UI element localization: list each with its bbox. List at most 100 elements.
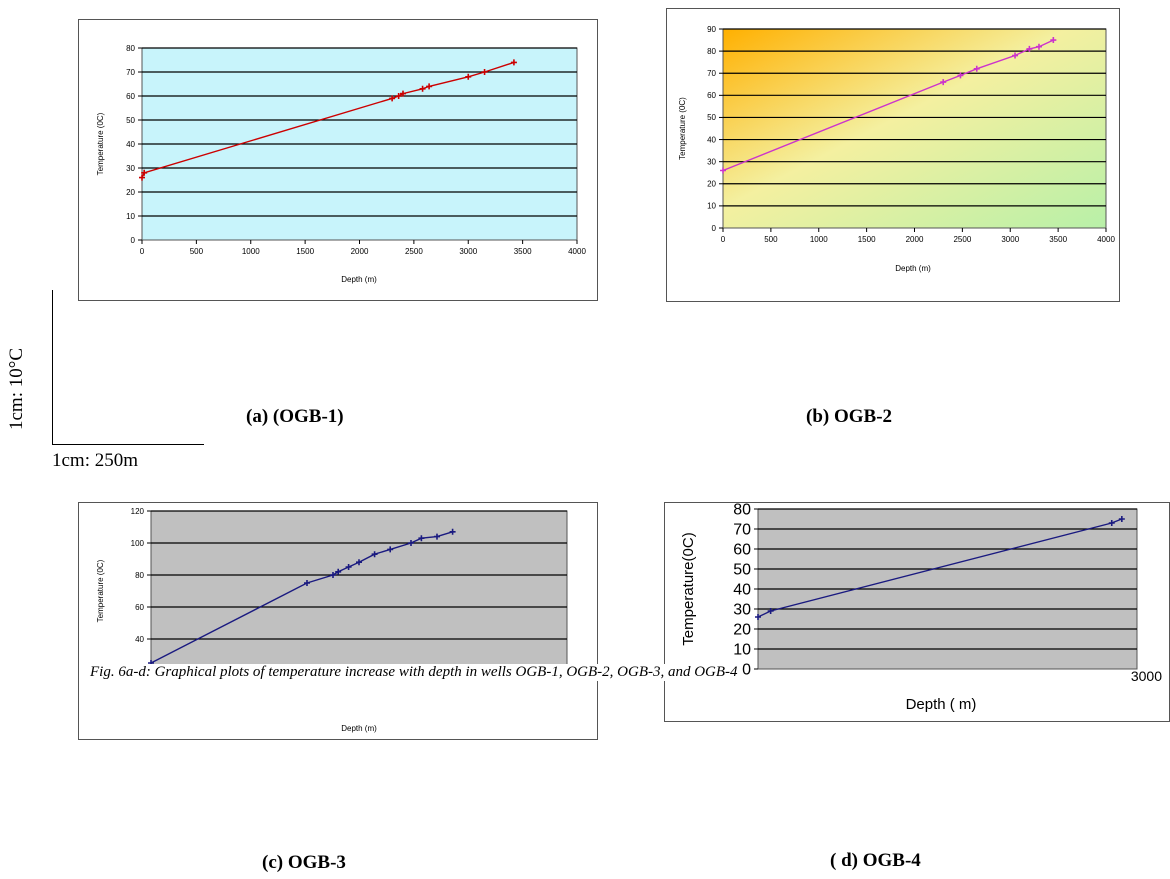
figure-caption: Fig. 6a-d: Graphical plots of temperatur…: [90, 664, 738, 681]
tick-label-y: 80: [135, 571, 144, 580]
data-point: [141, 169, 148, 176]
tick-label-x: 3000: [1131, 668, 1162, 684]
tick-label-x: 3000: [459, 247, 477, 256]
chart-panel-b: 0 10 20 30 40 50 60 70 80 90 0 500 1000 1500 2000 2500 3…: [666, 8, 1120, 302]
tick-label-y: 10: [733, 642, 751, 659]
tick-label-x: 3000: [1001, 235, 1019, 244]
tick-label-y: 70: [707, 69, 716, 78]
chart-panel-c: 20406080100120Depth (m)Temperature (0C): [78, 502, 598, 740]
scale-bar-vertical-label: 1cm: 10°C: [6, 347, 27, 430]
data-point: [400, 90, 406, 97]
caption-d: ( d) OGB-4: [830, 850, 921, 871]
x-axis-label: Depth (m): [895, 264, 931, 273]
data-point: [1012, 52, 1019, 59]
tick-label-y: 90: [707, 25, 716, 34]
data-point: [510, 59, 517, 66]
plot-area: [151, 511, 567, 671]
data-point: [330, 572, 336, 578]
tick-label-x: 2500: [405, 247, 423, 256]
tick-label-y: 10: [126, 212, 135, 221]
tick-label-x: 2500: [953, 235, 971, 244]
tick-label-y: 30: [733, 602, 751, 619]
tick-label-x: 1500: [858, 235, 876, 244]
tick-label-y: 20: [126, 188, 135, 197]
tick-label-x: 4000: [1097, 235, 1115, 244]
tick-label-y: 100: [131, 539, 145, 548]
data-point: [418, 535, 425, 542]
data-point: [395, 93, 402, 99]
x-axis-label: Depth (m): [341, 724, 377, 733]
data-point: [371, 551, 378, 558]
tick-label-y: 60: [135, 603, 144, 612]
tick-label-x: 1000: [242, 247, 260, 256]
tick-label-y: 20: [707, 180, 716, 189]
data-point: [767, 608, 774, 614]
tick-label-y: 60: [707, 91, 716, 100]
tick-label-y: 40: [733, 582, 751, 599]
data-point: [957, 72, 964, 79]
tick-label-y: 40: [707, 135, 716, 144]
data-point: [1026, 45, 1033, 52]
plot-area: [723, 29, 1106, 228]
tick-label-y: 70: [126, 68, 135, 77]
y-axis-label: Temperature (0C): [96, 112, 105, 175]
chart-a: 0 10 20 30 40 50 60 70 80 0 500 1000 1500 2000 2500 300…: [96, 44, 586, 284]
data-point: [481, 69, 488, 75]
y-axis-label: Temperature(0C): [680, 532, 697, 645]
scale-bar-horizontal-line: [52, 444, 204, 445]
tick-label-x: 3500: [1049, 235, 1067, 244]
data-point: [449, 528, 456, 535]
tick-label-x: 2000: [351, 247, 369, 256]
tick-label-x: 1000: [810, 235, 828, 244]
caption-c: (c) OGB-3: [262, 852, 346, 873]
tick-label-x: 2000: [906, 235, 924, 244]
chart-panel-a: 0 10 20 30 40 50 60 70 80 0 500 1000 1500 2000 2500 300…: [78, 19, 598, 301]
tick-label-x: 3500: [514, 247, 532, 256]
tick-label-y: 0: [131, 236, 136, 245]
data-point: [389, 95, 396, 102]
tick-label-y: 20: [733, 622, 751, 639]
tick-label-y: 10: [707, 202, 716, 211]
tick-label-y: 120: [131, 507, 145, 516]
tick-label-y: 60: [733, 542, 751, 559]
tick-label-x: 4000: [568, 247, 586, 256]
data-point: [304, 580, 310, 586]
x-axis-label: Depth (m): [341, 275, 377, 284]
caption-a: (a) (OGB-1): [246, 406, 344, 427]
chart-b: 0 10 20 30 40 50 60 70 80 90 0 500 1000 1500 2000 2500 3…: [678, 25, 1115, 273]
tick-label-x: 0: [140, 247, 145, 256]
tick-label-x: 500: [190, 247, 204, 256]
scale-bar-vertical-line: [52, 290, 53, 444]
data-point: [139, 174, 145, 181]
data-point: [345, 564, 352, 570]
chart-d: 0 10 20 30 40 50 60 70 80 Depth ( m) Temperature(0…: [680, 503, 1162, 713]
tick-label-y: 50: [126, 116, 135, 125]
data-point: [1050, 37, 1057, 44]
tick-label-x: 1500: [296, 247, 314, 256]
data-point: [408, 540, 414, 546]
tick-label-y: 0: [742, 662, 751, 679]
tick-label-y: 40: [135, 635, 144, 644]
data-point: [335, 568, 342, 575]
series-line: [141, 61, 515, 178]
tick-label-y: 80: [126, 44, 135, 53]
tick-label-x: 0: [721, 235, 726, 244]
tick-label-y: 50: [733, 562, 751, 579]
tick-label-y: 60: [126, 92, 135, 101]
tick-label-y: 80: [707, 47, 716, 56]
tick-label-y: 30: [707, 157, 716, 166]
tick-label-y: 70: [733, 522, 751, 539]
tick-label-y: 0: [712, 224, 717, 233]
chart-c: 20406080100120Depth (m)Temperature (0C): [96, 507, 568, 733]
data-point: [1108, 520, 1115, 526]
data-point: [426, 83, 433, 90]
data-point: [720, 167, 726, 174]
data-point: [387, 546, 394, 553]
chart-panel-d: 0 10 20 30 40 50 60 70 80 Depth ( m) Temperature(0…: [664, 502, 1170, 722]
tick-label-y: 80: [733, 503, 751, 519]
data-point: [434, 533, 440, 540]
tick-label-x: 500: [764, 235, 778, 244]
scale-bar-horizontal-label: 1cm: 250m: [52, 450, 139, 471]
data-point: [356, 559, 362, 566]
tick-label-y: 50: [707, 113, 716, 122]
